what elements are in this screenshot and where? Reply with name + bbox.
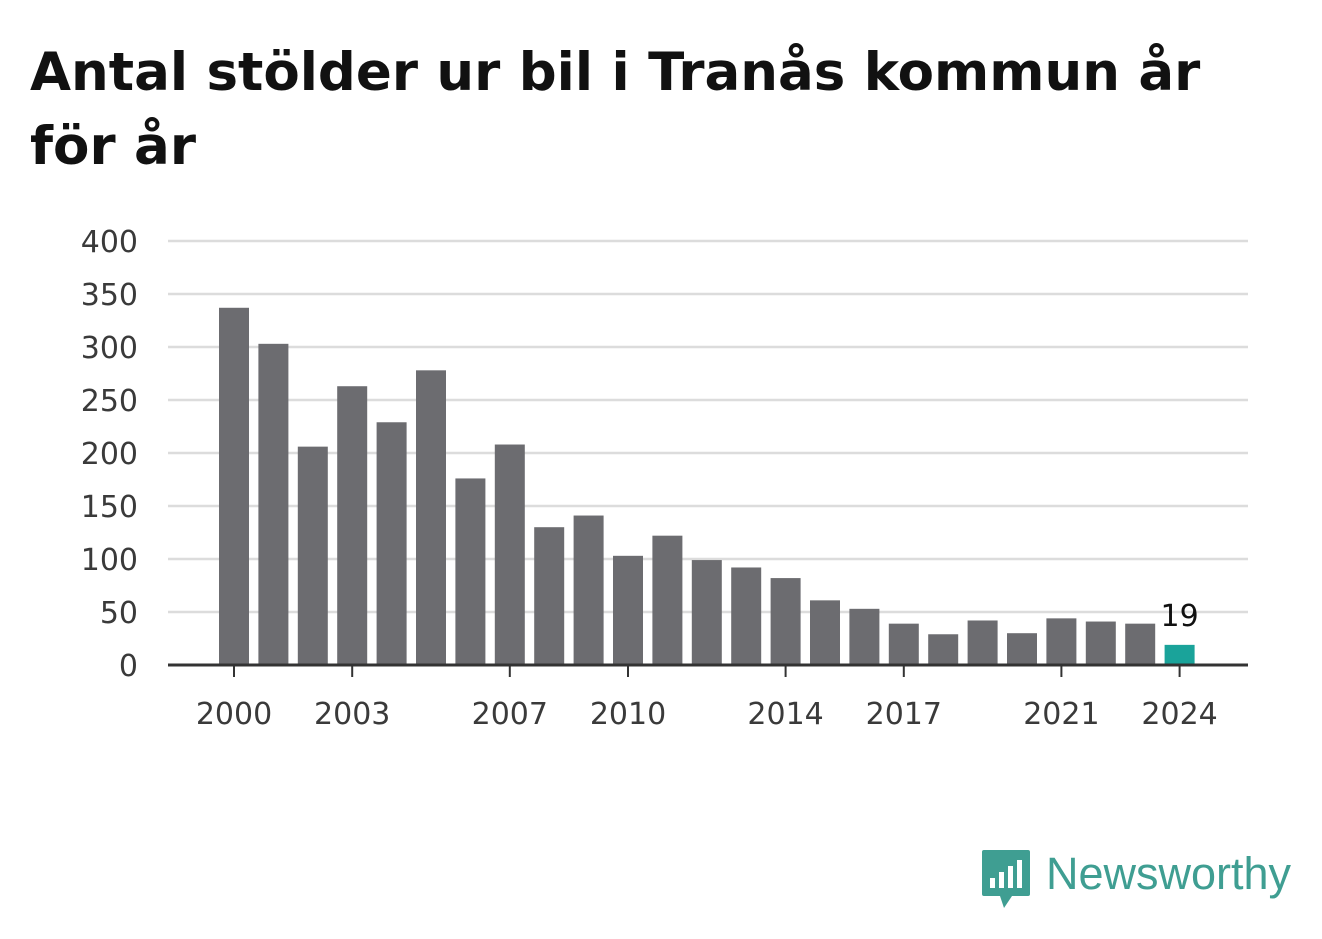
x-tick-label: 2021 — [1023, 697, 1099, 732]
x-tick-label: 2003 — [314, 697, 390, 732]
bar-2008 — [534, 527, 565, 665]
bar-2003 — [337, 386, 368, 665]
y-tick-label: 100 — [81, 543, 138, 578]
y-tick-label: 400 — [81, 225, 138, 260]
bar-2020 — [1007, 633, 1037, 665]
chart-title: Antal stölder ur bil i Tranås kommun år … — [30, 42, 1201, 177]
bar-2001 — [258, 343, 289, 665]
value-label-2024: 19 — [1161, 599, 1199, 634]
bar-2019 — [967, 620, 998, 665]
bar-2016 — [849, 608, 880, 665]
bar-2014 — [770, 578, 801, 665]
bars — [168, 307, 1248, 667]
y-tick-label: 200 — [81, 437, 138, 472]
y-tick-label: 300 — [81, 331, 138, 366]
x-tick-label: 2017 — [866, 697, 942, 732]
bar-2004 — [376, 422, 407, 665]
y-tick-label: 350 — [81, 278, 138, 313]
x-tick-label: 2024 — [1141, 697, 1217, 732]
bar-2010 — [613, 555, 643, 665]
bar-2015 — [810, 600, 840, 665]
bar-2002 — [297, 446, 328, 665]
bar-2007 — [494, 444, 525, 665]
bar-2012 — [691, 560, 722, 665]
bar-chart-speech-bubble-icon — [982, 850, 1030, 908]
bar-2000 — [219, 307, 249, 665]
bar-2018 — [928, 634, 959, 665]
y-tick-label: 150 — [81, 490, 138, 525]
gridlines — [168, 239, 1248, 614]
x-axis-ticks: 2000 2003 2007 2010 2014 2017 2021 2024 — [196, 665, 1218, 732]
value-labels: 19 — [1161, 599, 1199, 634]
bar-2022 — [1085, 621, 1116, 665]
bar-2024 — [1164, 644, 1195, 665]
bar-2013 — [731, 567, 762, 665]
x-tick-label: 2010 — [590, 697, 666, 732]
y-tick-label: 50 — [100, 596, 138, 631]
bar-2006 — [455, 478, 486, 665]
x-tick-label: 2014 — [747, 697, 823, 732]
bar-2023 — [1125, 623, 1156, 665]
bar-2011 — [652, 535, 683, 665]
x-tick-label: 2000 — [196, 697, 272, 732]
brand-name: Newsworthy — [1046, 848, 1292, 899]
x-tick-label: 2007 — [472, 697, 548, 732]
bar-2005 — [416, 370, 446, 665]
y-axis-tick-labels: 0 50 100 150 200 250 300 350 400 — [81, 225, 138, 684]
bar-2009 — [573, 515, 604, 665]
bar-2017 — [888, 623, 919, 665]
y-tick-label: 250 — [81, 384, 138, 419]
newsworthy-logo: Newsworthy — [980, 848, 1291, 912]
bar-2021 — [1046, 618, 1077, 665]
y-tick-label: 0 — [119, 649, 138, 684]
